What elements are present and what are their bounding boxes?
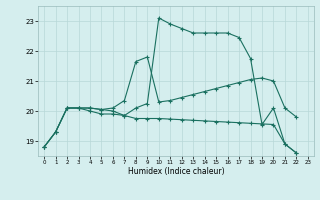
X-axis label: Humidex (Indice chaleur): Humidex (Indice chaleur) — [128, 167, 224, 176]
